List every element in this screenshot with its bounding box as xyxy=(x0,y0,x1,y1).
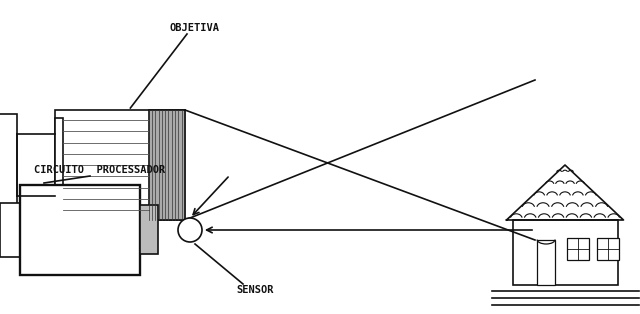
Bar xyxy=(513,220,618,285)
Bar xyxy=(0,114,17,216)
Bar xyxy=(55,118,63,212)
Text: SENSOR: SENSOR xyxy=(236,285,274,295)
Bar xyxy=(20,185,140,275)
Bar xyxy=(0,203,20,257)
Bar xyxy=(148,110,185,220)
Bar xyxy=(596,238,618,260)
Text: CIRCUITO  PROCESSADOR: CIRCUITO PROCESSADOR xyxy=(35,165,166,175)
Bar xyxy=(140,205,158,254)
Bar xyxy=(55,110,185,220)
Text: OBJETIVA: OBJETIVA xyxy=(170,23,220,33)
Circle shape xyxy=(178,218,202,242)
Bar xyxy=(567,238,589,260)
Bar xyxy=(537,240,555,285)
